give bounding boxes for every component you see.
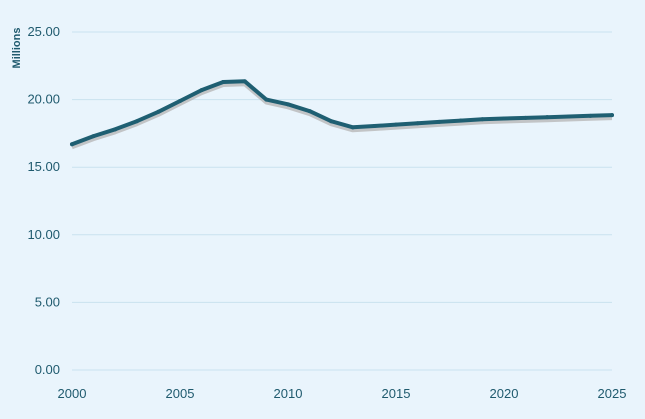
data-point [415, 121, 420, 126]
x-tick-label: 2025 [598, 386, 627, 401]
series-line-shadow [71, 82, 613, 150]
x-tick-label: 2005 [166, 386, 195, 401]
y-axis-label: Millions [11, 28, 23, 69]
y-tick-label: 25.00 [27, 24, 60, 39]
series-line [70, 79, 614, 147]
data-point [437, 119, 442, 124]
series-layer [70, 79, 614, 150]
data-point [566, 114, 571, 119]
data-point [156, 109, 161, 114]
data-point [502, 116, 506, 121]
y-tick-label: 5.00 [35, 294, 60, 309]
x-axis-ticks: 2000 2005 2010 2015 2020 2025 [58, 386, 627, 401]
data-point [394, 122, 398, 127]
data-point [242, 79, 247, 84]
data-point [264, 97, 269, 102]
y-tick-label: 15.00 [27, 159, 60, 174]
data-point [113, 127, 118, 132]
data-point [70, 142, 74, 147]
data-point [372, 123, 377, 128]
data-point [350, 125, 355, 130]
data-point [178, 98, 182, 103]
data-point [199, 88, 204, 93]
y-tick-label: 0.00 [35, 362, 60, 377]
data-point [329, 119, 334, 124]
data-point [545, 115, 550, 120]
data-point [588, 113, 593, 118]
x-tick-label: 2015 [382, 386, 411, 401]
x-tick-label: 2020 [490, 386, 519, 401]
data-point [458, 118, 463, 123]
gridlines [72, 31, 612, 371]
y-tick-label: 10.00 [27, 227, 60, 242]
data-point [523, 115, 528, 120]
data-point [610, 113, 614, 118]
data-point [307, 109, 312, 114]
data-point [286, 102, 290, 107]
y-axis-ticks: 0.00 5.00 10.00 15.00 20.00 25.00 [27, 24, 60, 377]
y-tick-label: 20.00 [27, 92, 60, 107]
data-point [480, 117, 485, 122]
data-point [91, 134, 96, 139]
x-tick-label: 2000 [58, 386, 87, 401]
x-tick-label: 2010 [274, 386, 303, 401]
data-point [221, 80, 226, 85]
data-point [134, 119, 139, 124]
